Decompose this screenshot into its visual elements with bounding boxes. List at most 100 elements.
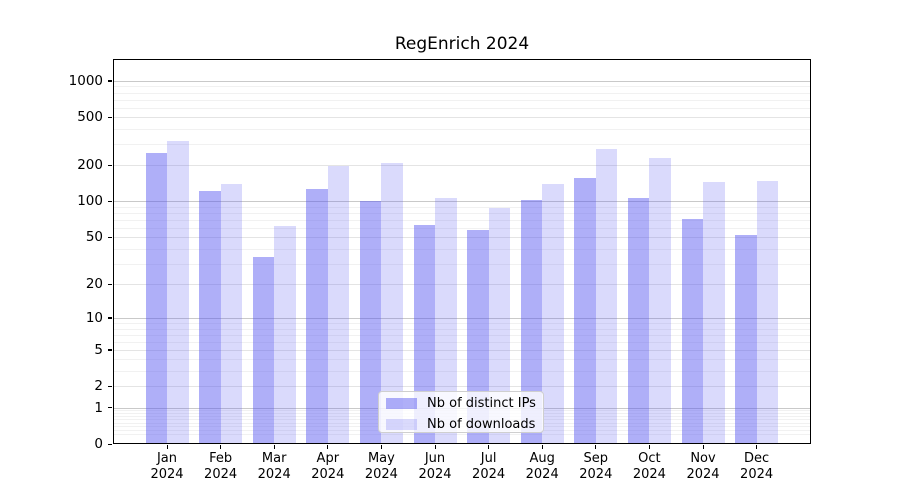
bar-distinct-ips-feb (199, 191, 221, 444)
x-tick-label-mar: Mar 2024 (244, 451, 304, 483)
gridline-100 (113, 201, 811, 203)
y-tick-mark-10 (108, 317, 112, 319)
month-name: Jul (480, 451, 497, 466)
month-name: Oct (638, 451, 661, 466)
legend-row-downloads: Nb of downloads (386, 415, 543, 434)
x-tick-mark-oct (648, 445, 651, 449)
gridline-5 (113, 349, 811, 351)
legend-swatch-downloads (386, 419, 417, 430)
y-tick-mark-50 (108, 236, 112, 239)
gridline-700 (113, 99, 811, 101)
bar-downloads-mar (274, 226, 296, 444)
month-name: Dec (744, 451, 770, 466)
month-year: 2024 (740, 467, 774, 482)
gridline-2 (113, 386, 811, 388)
month-year: 2024 (257, 467, 291, 482)
x-tick-label-dec: Dec 2024 (727, 451, 787, 483)
gridline-300 (113, 144, 811, 146)
y-tick-mark-2 (108, 385, 112, 387)
legend-swatch-distinct-ips (386, 398, 417, 409)
x-tick-label-jan: Jan 2024 (137, 451, 197, 483)
bar-downloads-oct (649, 158, 671, 444)
month-year: 2024 (418, 467, 452, 482)
month-name: May (367, 451, 395, 466)
month-name: Mar (261, 451, 287, 466)
bar-downloads-jul (488, 207, 511, 444)
y-tick-label-200: 200 (77, 157, 103, 174)
x-tick-mark-mar (273, 445, 275, 449)
month-year: 2024 (364, 467, 398, 482)
legend-label-downloads: Nb of downloads (427, 417, 536, 432)
x-tick-mark-feb (220, 445, 222, 449)
x-tick-label-jul: Jul 2024 (459, 451, 519, 483)
x-tick-label-apr: Apr 2024 (298, 451, 358, 483)
bar-downloads-jan (167, 140, 189, 444)
month-name: Sep (583, 451, 609, 466)
x-tick-mark-aug (541, 445, 543, 449)
gridline-20 (113, 284, 811, 285)
x-tick-label-feb: Feb 2024 (191, 451, 251, 483)
x-tick-mark-jan (166, 445, 168, 449)
x-tick-label-may: May 2024 (351, 451, 411, 483)
month-year: 2024 (472, 467, 506, 482)
gridline-10 (113, 317, 811, 319)
month-name: Feb (209, 451, 233, 466)
gridline-80 (113, 213, 811, 215)
gridline-600 (113, 107, 811, 109)
bar-downloads-aug (542, 184, 564, 444)
bar-distinct-ips-apr (306, 188, 328, 444)
bar-distinct-ips-sep (574, 177, 596, 444)
bar-distinct-ips-dec (735, 235, 757, 444)
legend-label-distinct-ips: Nb of distinct IPs (427, 396, 536, 411)
bar-downloads-feb (220, 183, 243, 444)
gridline-800 (113, 92, 811, 94)
gridline-6 (113, 341, 811, 343)
x-tick-label-jun: Jun 2024 (405, 451, 465, 483)
gridline-90 (113, 206, 811, 208)
gridline-9 (113, 323, 811, 324)
month-name: Nov (690, 451, 716, 466)
y-tick-label-100: 100 (77, 193, 103, 210)
y-tick-label-1000: 1000 (68, 72, 103, 89)
month-name: Jan (156, 451, 178, 466)
gridline-40 (113, 248, 811, 250)
month-year: 2024 (311, 467, 345, 482)
legend-row-distinct-ips: Nb of distinct IPs (386, 394, 543, 413)
gridline-200 (113, 165, 811, 167)
gridline-8 (113, 328, 811, 330)
y-tick-mark-0 (108, 443, 112, 445)
y-tick-mark-20 (108, 283, 112, 285)
y-tick-label-500: 500 (77, 109, 103, 126)
gridline-4 (113, 359, 811, 361)
y-tick-label-10: 10 (85, 309, 103, 326)
month-year: 2024 (204, 467, 238, 482)
bar-distinct-ips-jun (413, 224, 435, 444)
gridline-7 (113, 334, 811, 336)
gridline-900 (113, 86, 811, 88)
x-tick-label-aug: Aug 2024 (512, 451, 572, 483)
chart-title: RegEnrich 2024 (394, 34, 530, 54)
gridline-30 (113, 263, 811, 265)
month-year: 2024 (686, 467, 720, 482)
y-tick-label-2: 2 (94, 378, 103, 395)
x-tick-mark-sep (595, 445, 597, 449)
month-year: 2024 (632, 467, 666, 482)
y-tick-label-50: 50 (85, 229, 103, 246)
x-tick-label-sep: Sep 2024 (566, 451, 626, 483)
bar-downloads-may (381, 163, 403, 444)
bar-distinct-ips-mar (252, 257, 275, 444)
bar-distinct-ips-aug (520, 199, 543, 444)
bar-distinct-ips-may (359, 200, 382, 444)
bar-downloads-apr (327, 166, 350, 444)
y-tick-mark-1 (108, 407, 112, 409)
y-tick-mark-100 (108, 200, 112, 203)
bar-distinct-ips-jul (467, 229, 489, 444)
legend: Nb of distinct IPs Nb of downloads (378, 391, 544, 433)
y-tick-mark-200 (108, 164, 112, 166)
month-name: Apr (316, 451, 340, 466)
y-tick-label-1: 1 (94, 399, 103, 416)
y-tick-mark-1000 (108, 80, 112, 82)
month-name: Jun (424, 451, 446, 466)
month-year: 2024 (579, 467, 613, 482)
